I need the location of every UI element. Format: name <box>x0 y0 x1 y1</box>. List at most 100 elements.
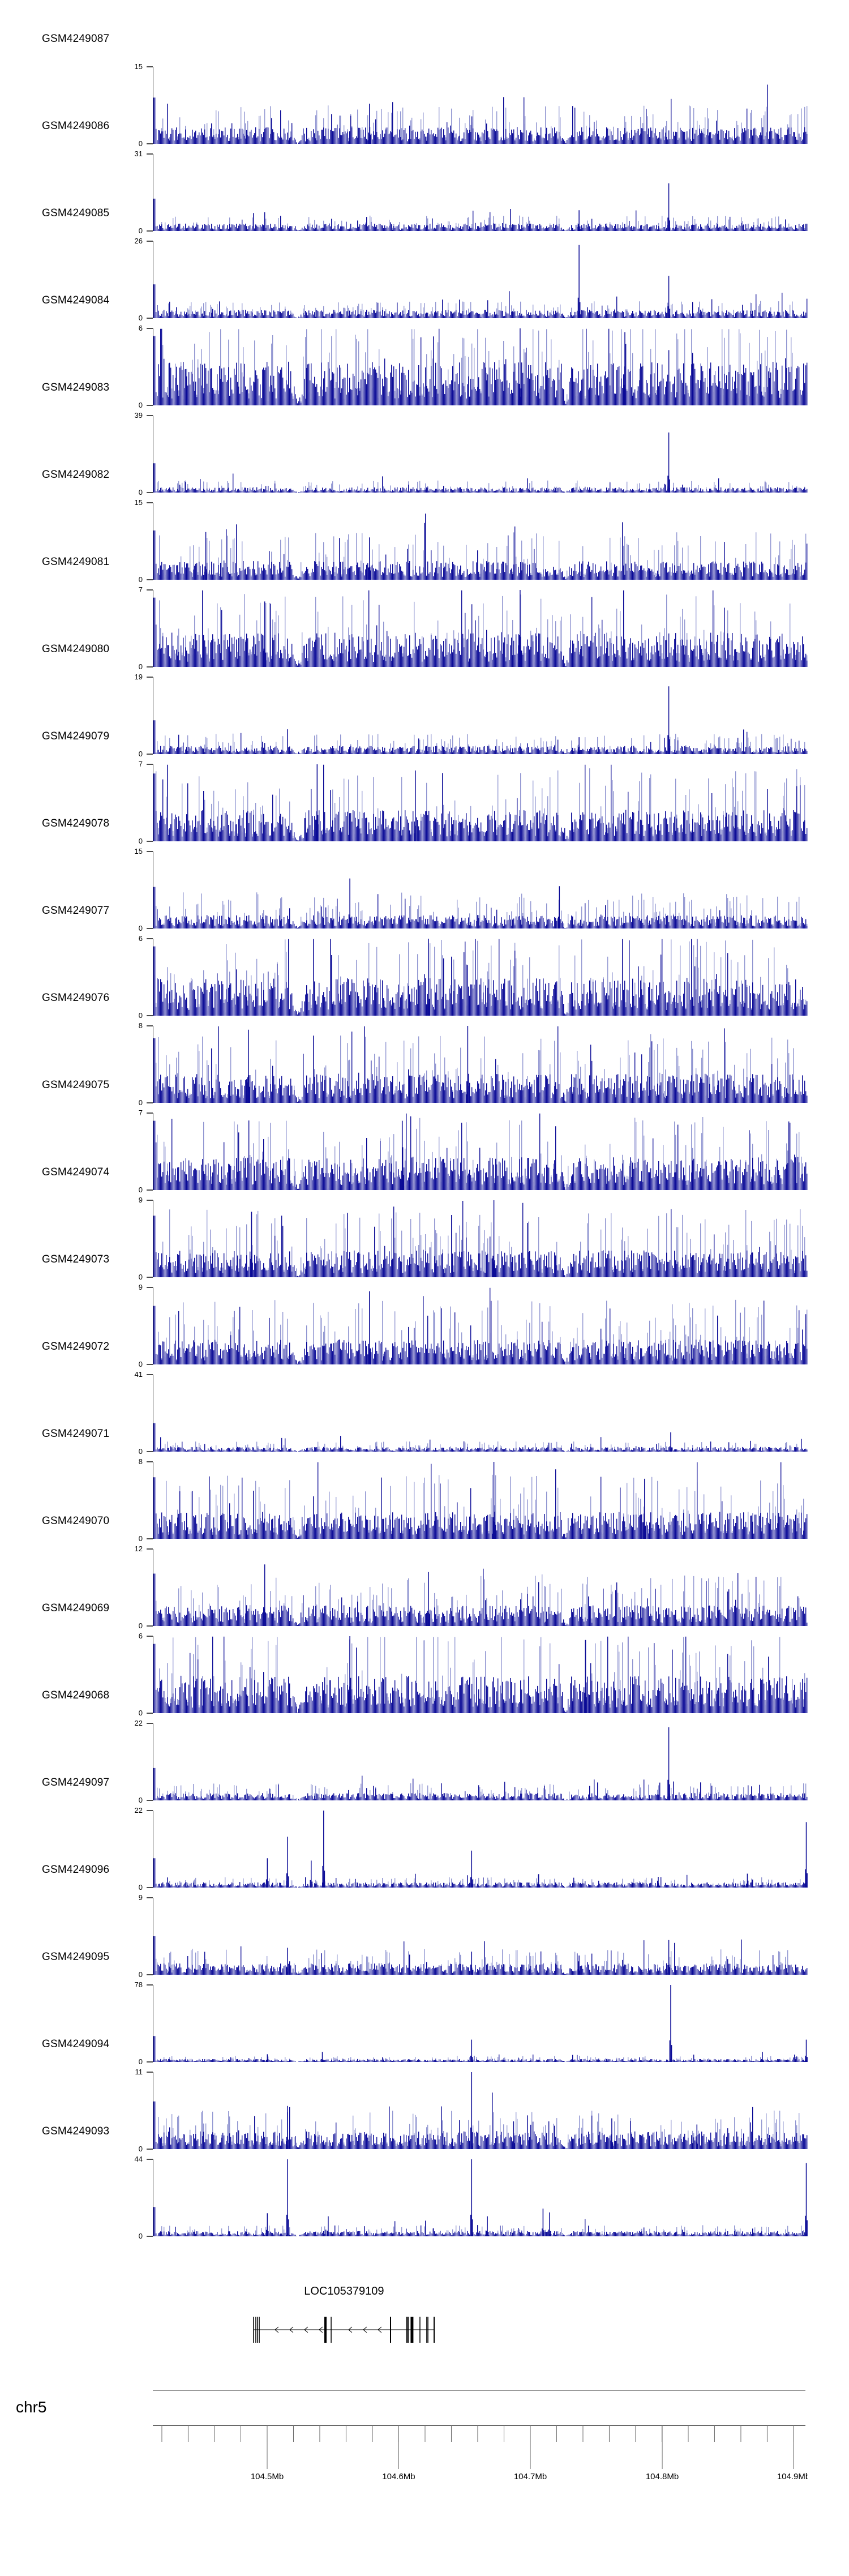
yaxis-bottom-tick <box>147 928 153 929</box>
track-ymax-label: 6 <box>138 1632 143 1640</box>
track-plot-area <box>147 1636 808 1714</box>
yaxis-top-tick <box>147 938 153 939</box>
track-ymax-label: 12 <box>134 1544 143 1553</box>
yaxis-bottom-tick <box>147 405 153 406</box>
yaxis-top-tick <box>147 1200 153 1201</box>
track-sample-label: GSM4249070 <box>42 1515 110 1527</box>
track-ymin-label: 0 <box>138 924 143 932</box>
yaxis-top-tick <box>147 1461 153 1462</box>
coverage-track-GSM4249070: GSM4249070 12 0 <box>0 1482 849 1630</box>
axis-tick-label: 104.9Mb <box>777 2472 808 2481</box>
track-ymax-label: 9 <box>138 1196 143 1204</box>
track-sample-label: GSM4249080 <box>42 643 110 655</box>
track-sample-label: GSM4249095 <box>42 1951 110 1963</box>
track-ymin-label: 0 <box>138 575 143 584</box>
track-ymin-label: 0 <box>138 488 143 497</box>
yaxis-top-tick <box>147 1810 153 1811</box>
coverage-bars-svg <box>153 686 808 754</box>
track-ymax-label: 22 <box>134 1806 143 1815</box>
coverage-bars-svg <box>153 1727 808 1800</box>
coverage-bars-svg <box>153 1287 808 1364</box>
gene-name-label: LOC105379109 <box>304 2285 384 2297</box>
coverage-bars-svg <box>153 878 808 928</box>
coverage-bars-svg <box>153 1985 808 2062</box>
track-sample-label: GSM4249074 <box>42 1166 110 1178</box>
coverage-track-GSM4249068: GSM4249068 22 0 <box>0 1657 849 1804</box>
coverage-bars-svg <box>153 764 808 841</box>
yaxis-top-tick <box>147 1984 153 1986</box>
track-ymin-label: 0 <box>138 1534 143 1543</box>
track-ymax-label: 78 <box>134 1980 143 1989</box>
yaxis-bottom-tick <box>147 1277 153 1278</box>
coverage-bars-svg <box>153 1026 808 1103</box>
track-plot-area <box>147 1025 808 1103</box>
coverage-track-GSM4249087: GSM4249087 15 0 <box>0 0 849 148</box>
yaxis-bottom-tick <box>147 666 153 667</box>
track-ymax-label: 11 <box>135 2068 143 2076</box>
track-plot-area <box>147 1548 808 1627</box>
track-plot-area <box>147 1810 808 1888</box>
track-plot-area <box>147 589 808 667</box>
track-ymin-label: 0 <box>138 662 143 671</box>
coverage-bars-svg <box>153 1200 808 1277</box>
track-sample-label: GSM4249094 <box>42 2038 110 2050</box>
track-ymax-label: 7 <box>138 585 143 594</box>
coverage-track-GSM4249074: GSM4249074 9 0 <box>0 1133 849 1281</box>
track-sample-label: GSM4249085 <box>42 207 110 219</box>
track-sample-label: GSM4249068 <box>42 1689 110 1701</box>
coverage-bars-svg <box>153 2072 808 2149</box>
axis-tick-label: 104.7Mb <box>514 2472 547 2481</box>
track-ymin-label: 0 <box>138 1796 143 1804</box>
track-ymax-label: 39 <box>134 411 143 420</box>
track-plot-area <box>147 415 808 493</box>
yaxis-bottom-tick <box>147 143 153 144</box>
track-ymin-label: 0 <box>138 401 143 409</box>
track-ymax-label: 6 <box>138 934 143 943</box>
chromosome-label: chr5 <box>16 2398 47 2416</box>
track-plot-area <box>147 1897 808 1975</box>
track-sample-label: GSM4249071 <box>42 1428 110 1440</box>
track-sample-label: GSM4249079 <box>42 730 110 742</box>
track-sample-label: GSM4249093 <box>42 2125 110 2137</box>
track-ymin-label: 0 <box>138 314 143 322</box>
track-ymin-label: 0 <box>138 1186 143 1194</box>
track-sample-label: GSM4249097 <box>42 1777 110 1788</box>
yaxis-top-tick <box>147 589 153 590</box>
yaxis-top-tick <box>147 328 153 329</box>
coverage-track-GSM4249071: GSM4249071 8 0 <box>0 1395 849 1543</box>
coverage-track-GSM4249077: GSM4249077 6 0 <box>0 872 849 1020</box>
coverage-track-GSM4249069: GSM4249069 6 0 <box>0 1569 849 1717</box>
track-ymin-label: 0 <box>138 750 143 758</box>
yaxis-bottom-tick <box>147 318 153 319</box>
yaxis-bottom-tick <box>147 754 153 755</box>
genome-axis-track: chr5 104.5Mb 104.6Mb 104.7Mb 104.8Mb 104.9Mb <box>0 2378 849 2502</box>
coverage-bars-svg <box>153 1811 808 1888</box>
track-ymin-label: 0 <box>138 837 143 845</box>
coverage-bars-svg <box>153 1564 808 1626</box>
yaxis-top-tick <box>147 1112 153 1114</box>
coverage-bars-svg <box>153 432 808 493</box>
coverage-bars-svg <box>153 514 808 580</box>
track-ymax-label: 31 <box>134 149 143 158</box>
track-sample-label: GSM4249077 <box>42 905 110 917</box>
coverage-track-GSM4249093: GSM4249093 44 0 <box>0 2093 849 2240</box>
track-ymax-label: 41 <box>134 1370 143 1379</box>
track-ymax-label: 15 <box>134 498 143 507</box>
yaxis-top-tick <box>147 66 153 67</box>
track-sample-label: GSM4249072 <box>42 1341 110 1353</box>
yaxis-bottom-tick <box>147 2061 153 2062</box>
genome-axis-svg: 104.5Mb 104.6Mb 104.7Mb 104.8Mb 104.9Mb <box>153 2425 808 2481</box>
yaxis-top-tick <box>147 2072 153 2073</box>
yaxis-bottom-tick <box>147 1800 153 1801</box>
coverage-track-GSM4249096: GSM4249096 9 0 <box>0 1831 849 1979</box>
track-sample-label: GSM4249096 <box>42 1864 110 1876</box>
coverage-bars-svg <box>153 1113 808 1190</box>
track-sample-label: GSM4249069 <box>42 1602 110 1614</box>
coverage-track-GSM4249085: GSM4249085 26 0 <box>0 174 849 322</box>
track-plot-area <box>147 66 808 144</box>
track-plot-area <box>147 764 808 842</box>
track-plot-area <box>147 851 808 929</box>
yaxis-bottom-tick <box>147 492 153 493</box>
track-sample-label: GSM4249081 <box>42 556 110 568</box>
yaxis-top-tick <box>147 1636 153 1637</box>
